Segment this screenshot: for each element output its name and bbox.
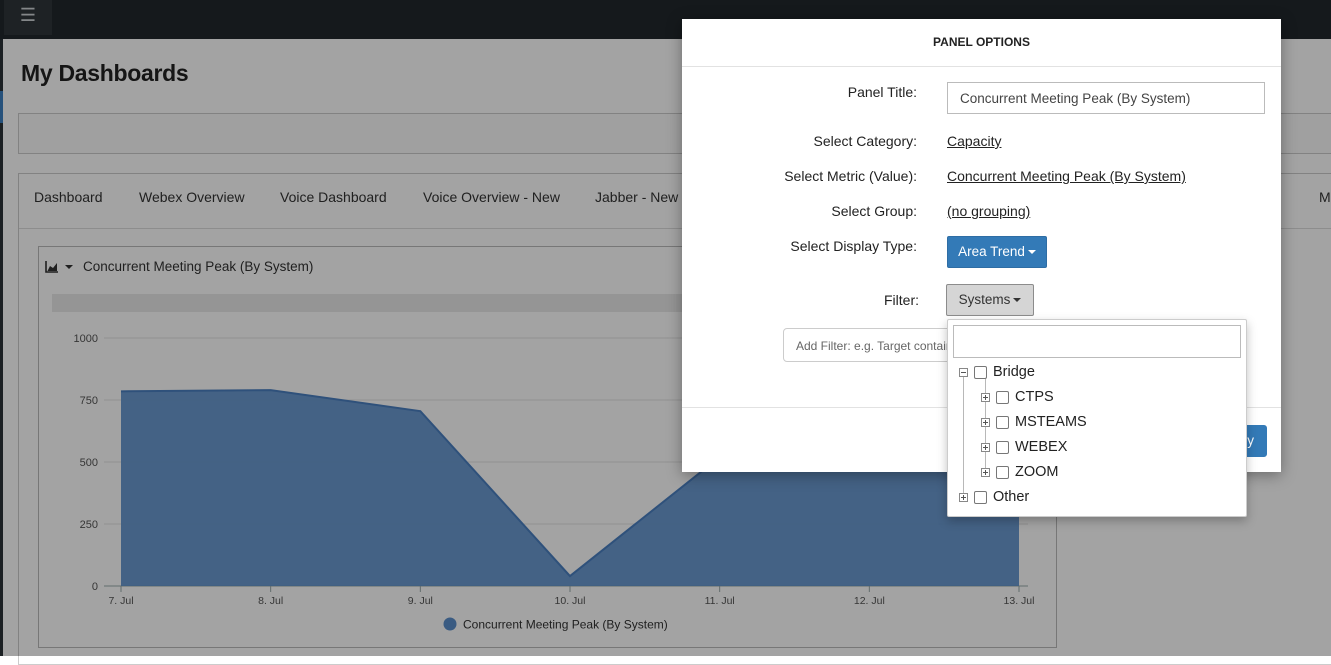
metric-label: Select Metric (Value): [784, 168, 917, 184]
sidebar-active-indicator [0, 91, 3, 123]
x-tick-label: 10. Jul [555, 595, 586, 607]
tab-dashboard[interactable]: Dashboard [34, 189, 103, 205]
display-type-dropdown-button[interactable]: Area Trend [947, 236, 1047, 268]
y-tick-label: 0 [92, 581, 98, 593]
y-tick-label: 1000 [74, 333, 98, 345]
expand-icon[interactable] [981, 392, 990, 402]
tab-jabber-new[interactable]: Jabber - New [595, 189, 679, 205]
y-tick-label: 250 [80, 519, 98, 531]
tree-label-bridge: Bridge [993, 364, 1035, 380]
tree-label-other: Other [993, 489, 1030, 505]
filter-label: Filter: [884, 292, 919, 308]
x-tick-label: 8. Jul [258, 595, 283, 607]
dashboard-tabs: Dashboard Webex Overview Voice Dashboard… [19, 174, 1331, 229]
y-tick-label: 750 [80, 395, 98, 407]
systems-filter-label: Systems [958, 292, 1011, 307]
expand-icon[interactable] [981, 417, 990, 427]
tree-label-zoom: ZOOM [1015, 464, 1059, 480]
page-title: My Dashboards [21, 60, 189, 86]
panel-title-input[interactable] [947, 82, 1265, 114]
left-sidebar-strip [0, 39, 3, 656]
collapse-icon[interactable] [959, 367, 968, 377]
display-type-value: Area Trend [958, 244, 1025, 259]
area-chart-icon[interactable] [45, 260, 59, 273]
tree-node-other: Other [959, 487, 1029, 507]
chevron-down-icon [1013, 298, 1022, 303]
hamburger-menu-icon[interactable]: ☰ [4, 0, 52, 35]
legend-marker [443, 617, 457, 631]
x-tick-label: 9. Jul [408, 595, 433, 607]
tab-webex-overview[interactable]: Webex Overview [139, 189, 245, 205]
filter-search-input[interactable] [953, 325, 1241, 358]
tree-node-ctps: CTPS [981, 387, 1054, 407]
expand-icon[interactable] [981, 442, 990, 452]
metric-link[interactable]: Concurrent Meeting Peak (By System) [947, 168, 1186, 184]
systems-filter-button[interactable]: Systems [946, 284, 1034, 316]
modal-title: PANEL OPTIONS [933, 35, 1030, 49]
chevron-down-icon [1027, 250, 1036, 255]
x-tick-label: 13. Jul [1004, 595, 1035, 607]
add-filter-input[interactable]: Add Filter: e.g. Target contains [783, 328, 963, 362]
group-link[interactable]: (no grouping) [947, 203, 1031, 219]
display-type-label: Select Display Type: [790, 238, 917, 254]
tab-ms-truncated[interactable]: Ms [1319, 189, 1331, 205]
tree-node-zoom: ZOOM [981, 462, 1059, 482]
expand-icon[interactable] [981, 467, 990, 477]
checkbox-zoom[interactable] [996, 465, 1009, 479]
group-label: Select Group: [831, 203, 917, 219]
tree-node-webex: WEBEX [981, 437, 1067, 457]
tab-voice-overview-new[interactable]: Voice Overview - New [423, 189, 560, 205]
checkbox-msteams[interactable] [996, 415, 1009, 429]
panel-title: Concurrent Meeting Peak (By System) [83, 259, 314, 274]
chevron-down-icon[interactable] [65, 264, 73, 269]
category-link[interactable]: Capacity [947, 133, 1002, 149]
modal-header-divider [682, 66, 1281, 67]
x-tick-label: 12. Jul [854, 595, 885, 607]
x-tick-label: 7. Jul [108, 595, 133, 607]
tree-label-ctps: CTPS [1015, 389, 1054, 405]
x-tick-label: 11. Jul [705, 595, 735, 607]
apply-button-label: y [1247, 433, 1254, 448]
panel-header: Concurrent Meeting Peak (By System) [45, 259, 313, 274]
tree-node-bridge: Bridge [959, 362, 1035, 382]
panel-title-label: Panel Title: [847, 84, 917, 100]
tree-label-msteams: MSTEAMS [1015, 414, 1087, 430]
systems-filter-dropdown: Bridge CTPS MSTEAMS WEBEX ZOOM Other [947, 319, 1247, 517]
checkbox-other[interactable] [974, 490, 987, 504]
category-label: Select Category: [813, 133, 918, 149]
checkbox-ctps[interactable] [996, 390, 1009, 404]
checkbox-bridge[interactable] [974, 365, 987, 379]
tab-voice-dashboard[interactable]: Voice Dashboard [280, 189, 387, 205]
y-tick-label: 500 [80, 457, 98, 469]
tree-line [963, 377, 964, 497]
expand-icon[interactable] [959, 492, 968, 502]
tree-label-webex: WEBEX [1015, 439, 1068, 455]
checkbox-webex[interactable] [996, 440, 1009, 454]
tree-node-msteams: MSTEAMS [981, 412, 1087, 432]
legend-label: Concurrent Meeting Peak (By System) [463, 618, 668, 632]
